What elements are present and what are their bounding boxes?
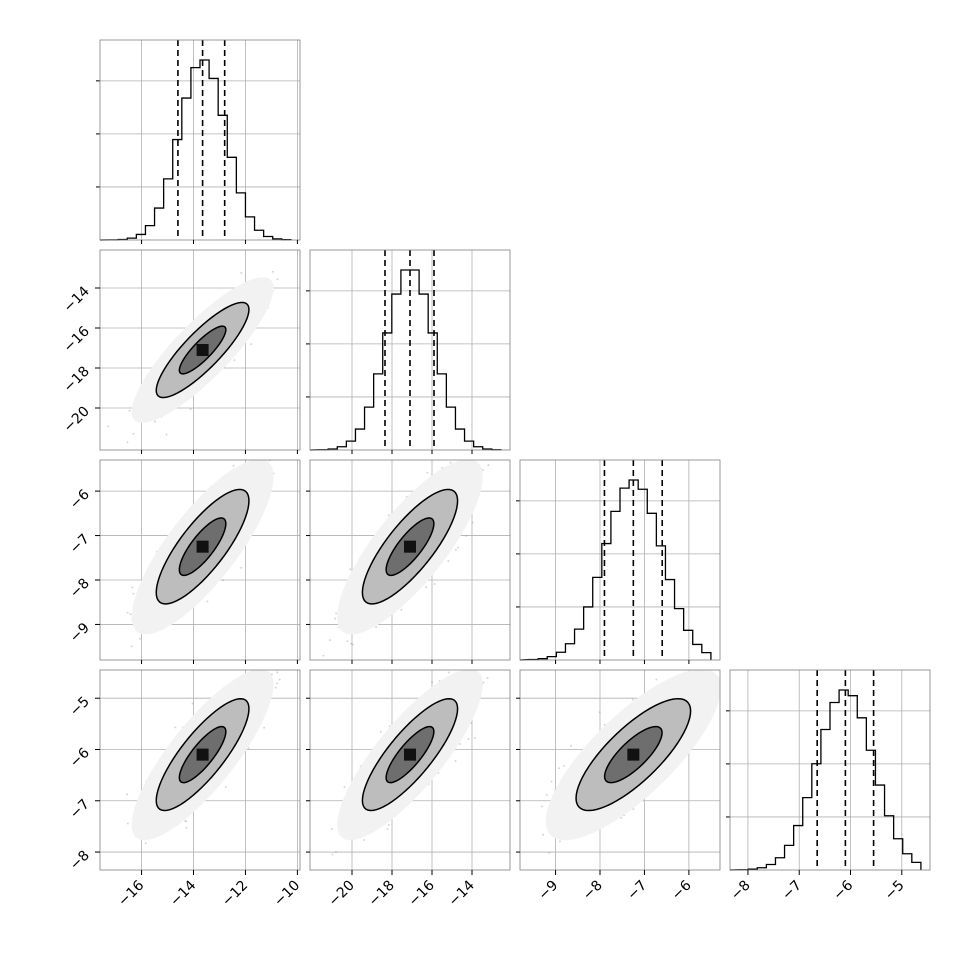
scatter-point — [250, 343, 252, 345]
scatter-point — [145, 842, 147, 844]
density-peak — [404, 541, 416, 553]
scatter-point — [240, 272, 242, 274]
scatter-panel-2-0 — [100, 424, 300, 660]
scatter-point — [334, 618, 336, 620]
scatter-point — [349, 568, 351, 570]
scatter-panel-2-1 — [310, 459, 510, 660]
scatter-point — [131, 586, 133, 588]
scatter-point — [447, 560, 449, 562]
scatter-point — [487, 464, 489, 466]
scatter-point — [132, 433, 134, 435]
scatter-point — [233, 359, 235, 361]
scatter-point — [132, 593, 134, 595]
scatter-point — [457, 547, 459, 549]
scatter-point — [482, 469, 484, 471]
scatter-point — [322, 655, 324, 657]
scatter-point — [335, 612, 337, 614]
histogram-panel-2 — [516, 460, 720, 660]
scatter-point — [206, 600, 208, 602]
scatter-point — [244, 454, 246, 456]
scatter-point — [472, 522, 474, 524]
histogram-3-frame — [730, 670, 930, 870]
histogram-panel-1 — [306, 250, 510, 450]
scatter-1-0-content — [107, 271, 278, 443]
scatter-point — [139, 638, 141, 640]
scatter-point — [388, 514, 390, 516]
scatter-point — [240, 567, 242, 569]
scatter-point — [190, 408, 192, 410]
scatter-point — [400, 609, 402, 611]
scatter-panel-1-0 — [100, 250, 300, 450]
density-peak — [197, 541, 209, 553]
scatter-point — [329, 639, 331, 641]
histogram-2-steps — [520, 480, 711, 660]
scatter-point — [233, 465, 235, 467]
scatter-point — [426, 472, 428, 474]
scatter-point — [129, 410, 131, 412]
scatter-point — [127, 823, 129, 825]
scatter-point — [350, 643, 352, 645]
scatter-point — [165, 434, 167, 436]
scatter-point — [465, 535, 467, 537]
scatter-point — [131, 645, 133, 647]
scatter-point — [352, 643, 354, 645]
scatter-point — [276, 278, 278, 280]
scatter-point — [154, 421, 156, 423]
scatter-point — [222, 579, 224, 581]
scatter-point — [375, 626, 377, 628]
histogram-panel-0 — [96, 40, 300, 240]
scatter-panel-3-0 — [100, 661, 300, 870]
scatter-point — [126, 441, 128, 443]
scatter-point — [130, 613, 132, 615]
histogram-panel-3 — [726, 670, 930, 870]
scatter-point — [434, 583, 436, 585]
scatter-point — [450, 462, 452, 464]
scatter-point — [425, 586, 427, 588]
scatter-point — [107, 425, 109, 427]
histogram-0-steps — [100, 60, 291, 240]
density-peak — [197, 344, 209, 356]
scatter-point — [272, 271, 274, 273]
scatter-point — [127, 612, 129, 614]
scatter-point — [455, 549, 457, 551]
histogram-0-frame — [100, 40, 300, 240]
histogram-3-steps — [730, 690, 921, 870]
scatter-3-0-content — [126, 661, 281, 845]
scatter-point — [346, 640, 348, 642]
scatter-2-1-content — [322, 459, 489, 657]
scatter-point — [286, 424, 288, 426]
